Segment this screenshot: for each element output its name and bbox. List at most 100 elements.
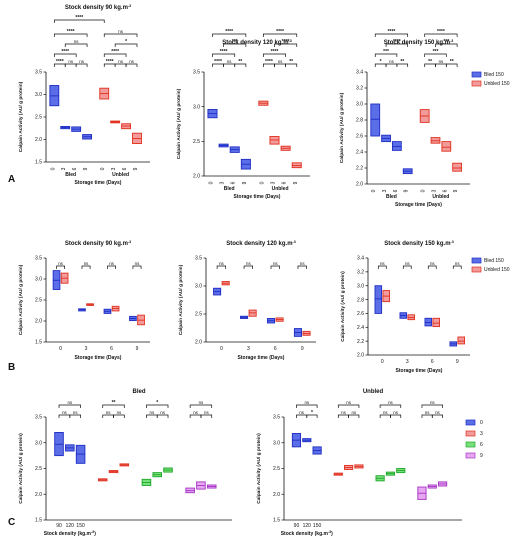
sig-bracket-pair-c-label: ns [388,400,393,405]
x-tick-label: 90 [56,523,62,529]
legend-label: 9 [480,453,483,459]
sig-bracket-bled [64,63,77,67]
chart-title: Stock density 90 kg.m-3 [65,240,131,247]
chart-title: Stock density 90 kg.m-3 [65,4,131,11]
y-axis-title: Calpain Activity (AU/ g protein) [18,264,24,335]
x-tick-label: 0 [50,167,56,170]
sig-bracket-day-3-label: ns [405,261,410,266]
sig-bracket-pair-b-label: ns [351,410,356,415]
sig-bracket-pair-a-label: ns [383,410,388,415]
sig-bracket-unbled-label: **** [276,29,284,35]
x-tick-label: 3 [406,359,409,365]
legend-swatch [471,266,482,273]
sig-bracket-between [53,19,105,23]
x-tick-label: 0 [100,167,106,170]
chart-title: Stock density 150 kg.m-3 [384,240,454,247]
x-axis-title: Stock density (kg.m-3) [44,530,96,537]
sig-bracket-pair-b [348,414,360,418]
sig-bracket-pair-b [69,414,81,418]
legend-label: Unbled 150 [484,267,510,273]
y-axis-title: Calpain Activity (AU/ g protein) [18,81,24,152]
x-tick-label: 3 [220,181,226,184]
sig-bracket-bled-label: ns [74,39,79,44]
x-tick-label: 3 [247,346,250,352]
sig-bracket-bled-label: **** [61,49,69,55]
sig-bracket-pair-a-label: ns [150,410,155,415]
sig-bracket-day-9 [297,265,307,269]
y-tick-label: 3.5 [35,415,42,421]
y-tick-label: 3.5 [195,256,202,262]
y-tick-label: 3.0 [273,440,280,446]
sig-bracket-pair-c [58,404,81,408]
x-tick-label: 9 [453,189,459,192]
x-tick-label: 6 [274,346,277,352]
x-tick-label: 90 [294,523,300,529]
sig-bracket-day-3-label: ns [246,261,251,266]
sig-bracket-day-0 [377,265,387,269]
y-tick-label: 3.5 [193,70,200,76]
sig-bracket-day-9-label: ns [455,261,460,266]
x-group-label: Unbled [112,172,129,178]
x-tick-label: 0 [259,181,265,184]
y-tick-label: 3.2 [357,270,364,276]
sig-bracket-bled [212,53,236,57]
y-tick-label: 1.5 [35,518,42,524]
x-tick-label: 9 [136,346,139,352]
sig-bracket-bled-label: ** [400,59,404,65]
sig-bracket-pair-a-label: ns [193,410,198,415]
sig-bracket-pair-b-label: ns [204,410,209,415]
sig-bracket-pair-c [146,404,169,408]
x-tick-label: 9 [301,346,304,352]
sig-bracket-bled [223,43,247,47]
y-tick-label: 2.0 [35,492,42,498]
sig-bracket-pair-b [200,414,213,418]
y-tick-label: 2.2 [356,166,363,172]
x-axis-title: Stock density (kg.m-3) [281,530,333,537]
legend-label: 6 [480,442,483,448]
y-tick-label: 2.6 [356,134,363,140]
sig-bracket-day-6-label: ns [273,261,278,266]
x-tick-label: 9 [456,359,459,365]
x-group-label: Bled [224,186,235,192]
legend-swatch [471,257,482,264]
sig-bracket-unbled [103,33,138,37]
sig-bracket-pair-b [306,414,318,418]
sig-bracket-day-3-label: ns [84,261,89,266]
x-group-label: Bled [65,172,76,178]
sig-bracket-unbled-label: ** [428,59,432,65]
x-group-label: Unbled [272,186,289,192]
sig-bracket-pair-b [390,414,402,418]
sig-bracket-bled [374,53,398,57]
x-axis-title: Storage time (Days) [396,368,443,374]
sig-bracket-pair-a [102,414,114,418]
y-tick-label: 2.5 [35,466,42,472]
sig-bracket-unbled-label: ** [289,59,293,65]
x-group-label: Unbled [432,194,449,200]
unbled-box-day-6 [432,317,441,328]
y-tick-label: 3.0 [35,92,42,98]
sig-bracket-pair-c-label: ns [430,400,435,405]
y-tick-label: 2.8 [357,297,364,303]
x-tick-label: 6 [231,181,237,184]
sig-bracket-pair-a [58,414,71,418]
x-tick-label: 120 [303,523,312,529]
sig-bracket-bled [223,63,236,67]
panel-label-a: A [8,174,15,185]
sig-bracket-pair-c-label: ns [67,400,72,405]
y-tick-label: 3.0 [193,104,200,110]
chart-title: Unbled [363,389,384,395]
y-tick-label: 2.0 [195,340,202,346]
sig-bracket-bled-label: ** [238,59,242,65]
sig-bracket-pair-c-label: ns [346,400,351,405]
sig-bracket-day-0 [56,265,65,269]
sig-bracket-unbled-label: **** [282,39,290,45]
x-axis-title: Storage time (Days) [234,194,281,200]
sig-bracket-bled [75,63,88,67]
x-tick-label: 3 [61,167,67,170]
sig-bracket-bled-label: ns [68,59,73,64]
y-tick-label: 2.0 [357,353,364,359]
unbled-box-day-9 [457,336,465,345]
y-tick-label: 2.2 [357,339,364,345]
x-tick-label: 150 [76,523,85,529]
